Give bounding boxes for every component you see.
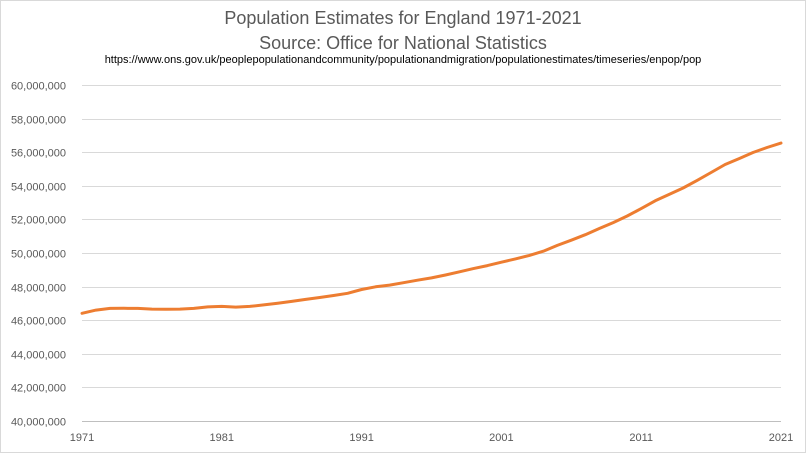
data-point (123, 308, 124, 309)
y-tick-label: 44,000,000 (11, 350, 66, 362)
data-point (599, 228, 600, 229)
data-point (613, 222, 614, 223)
data-point (319, 297, 320, 298)
data-point (627, 216, 628, 217)
data-point (641, 208, 642, 209)
data-point (305, 299, 306, 300)
data-point (165, 309, 166, 310)
y-tick-label: 54,000,000 (11, 182, 66, 194)
data-point (193, 308, 194, 309)
data-point (571, 240, 572, 241)
data-point (501, 262, 502, 263)
source-url: https://www.ons.gov.uk/peoplepopulationa… (104, 54, 702, 66)
x-tick-label: 2011 (629, 432, 653, 444)
data-point (655, 200, 656, 201)
tick-labels: 40,000,000 42,000,000 44,000,000 46,000,000… (11, 81, 793, 445)
x-tick-label: 2021 (769, 432, 793, 444)
data-point (389, 285, 390, 286)
data-point (151, 309, 152, 310)
data-point (711, 172, 712, 173)
x-tick-label: 1971 (70, 432, 94, 444)
y-tick-label: 40,000,000 (11, 417, 66, 429)
data-point (445, 275, 446, 276)
data-point (235, 307, 236, 308)
data-point (403, 282, 404, 283)
y-tick-label: 46,000,000 (11, 316, 66, 328)
data-point (557, 245, 558, 246)
data-point (137, 308, 138, 309)
y-tick-label: 60,000,000 (11, 81, 66, 93)
data-point (333, 295, 334, 296)
data-point (417, 280, 418, 281)
data-point (431, 277, 432, 278)
data-point (375, 286, 376, 287)
y-tick-label: 48,000,000 (11, 283, 66, 295)
data-point (221, 306, 222, 307)
data-point (277, 303, 278, 304)
x-tick-label: 2001 (489, 432, 513, 444)
data-point (291, 301, 292, 302)
data-point (459, 271, 460, 272)
data-point (473, 268, 474, 269)
data-point (515, 258, 516, 259)
data-point (110, 308, 111, 309)
data-point (179, 309, 180, 310)
data-point (697, 180, 698, 181)
data-point (347, 293, 348, 294)
data-point (207, 306, 208, 307)
y-tick-label: 50,000,000 (11, 249, 66, 261)
data-point (753, 152, 754, 153)
data-point (543, 251, 544, 252)
data-point (585, 234, 586, 235)
data-point (249, 306, 250, 307)
data-point (82, 313, 83, 314)
chart-title: Population Estimates for England 1971-20… (224, 8, 582, 28)
y-tick-label: 56,000,000 (11, 148, 66, 160)
data-point (669, 194, 670, 195)
x-tick-label: 1991 (349, 432, 373, 444)
data-point (96, 310, 97, 311)
data-point (725, 164, 726, 165)
data-point (683, 188, 684, 189)
data-point (487, 265, 488, 266)
data-point (529, 255, 530, 256)
series-line (80, 141, 783, 315)
y-tick-label: 52,000,000 (11, 215, 66, 227)
y-tick-label: 42,000,000 (11, 383, 66, 395)
y-tick-label: 58,000,000 (11, 115, 66, 127)
x-tick-label: 1981 (210, 432, 234, 444)
series-layer (80, 141, 783, 315)
gridlines (82, 85, 781, 388)
data-point (361, 289, 362, 290)
data-point (739, 158, 740, 159)
data-point (263, 304, 264, 305)
chart-subtitle: Source: Office for National Statistics (259, 33, 547, 53)
data-point (767, 147, 768, 148)
data-point (781, 143, 782, 144)
